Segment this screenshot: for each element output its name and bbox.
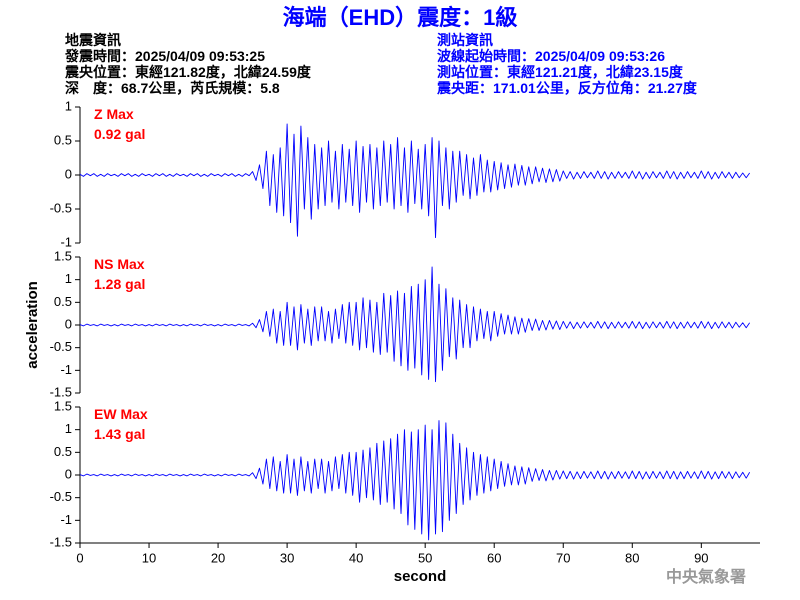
- y-tick-label: -1: [60, 362, 72, 377]
- y-tick-label: -0.5: [50, 489, 72, 504]
- y-tick-label: 1: [65, 271, 72, 286]
- y-tick-label: -1: [60, 234, 72, 249]
- y-tick-label: 1: [65, 421, 72, 436]
- waveform: [79, 420, 751, 541]
- y-tick-label: 0: [65, 316, 72, 331]
- title: 海端（EHD）震度：1級: [283, 5, 518, 30]
- y-tick-label: -1: [60, 512, 72, 527]
- y-tick-label: 0: [65, 166, 72, 181]
- y-tick-label: 1.5: [54, 248, 72, 263]
- annotation: 1.43 gal: [94, 426, 145, 442]
- annotation: NS Max: [94, 256, 145, 272]
- y-tick-label: -1.5: [50, 384, 72, 399]
- info-line: 發震時間：2025/04/09 09:53:25: [64, 48, 265, 64]
- station-heading: 測站資訊: [437, 32, 493, 48]
- waveform: [79, 123, 751, 239]
- station-line: 波線起始時間：2025/04/09 09:53:26: [437, 48, 665, 64]
- annotation: 1.28 gal: [94, 276, 145, 292]
- x-axis-label: second: [394, 568, 447, 585]
- x-tick-label: 50: [418, 550, 432, 565]
- x-tick-label: 10: [142, 550, 156, 565]
- x-tick-label: 20: [211, 550, 225, 565]
- info-heading: 地震資訊: [65, 32, 121, 48]
- y-tick-label: 0.5: [54, 132, 72, 147]
- y-axis-label: acceleration: [24, 281, 41, 369]
- y-tick-label: -0.5: [50, 339, 72, 354]
- y-tick-label: -0.5: [50, 200, 72, 215]
- x-tick-label: 90: [694, 550, 708, 565]
- info-line: 深 度：68.7公里，芮氏規模：5.8: [65, 80, 280, 96]
- y-tick-label: 0.5: [54, 444, 72, 459]
- x-tick-label: 80: [625, 550, 639, 565]
- annotation: EW Max: [94, 406, 148, 422]
- station-line: 震央距：171.01公里，反方位角：21.27度: [436, 80, 698, 96]
- y-tick-label: 1.5: [54, 398, 72, 413]
- x-tick-label: 30: [280, 550, 294, 565]
- x-tick-label: 60: [487, 550, 501, 565]
- footer: 中央氣象署: [666, 567, 746, 586]
- x-tick-label: 70: [556, 550, 570, 565]
- annotation: Z Max: [94, 106, 134, 122]
- y-tick-label: -1.5: [50, 534, 72, 549]
- y-tick-label: 0.5: [54, 294, 72, 309]
- y-tick-label: 0: [65, 466, 72, 481]
- x-tick-label: 0: [76, 550, 83, 565]
- station-line: 測站位置：東經121.21度，北緯23.15度: [437, 64, 684, 80]
- y-tick-label: 1: [65, 98, 72, 113]
- waveform: [79, 266, 751, 383]
- annotation: 0.92 gal: [94, 126, 145, 142]
- info-line: 震央位置：東經121.82度，北緯24.59度: [64, 64, 312, 80]
- x-tick-label: 40: [349, 550, 363, 565]
